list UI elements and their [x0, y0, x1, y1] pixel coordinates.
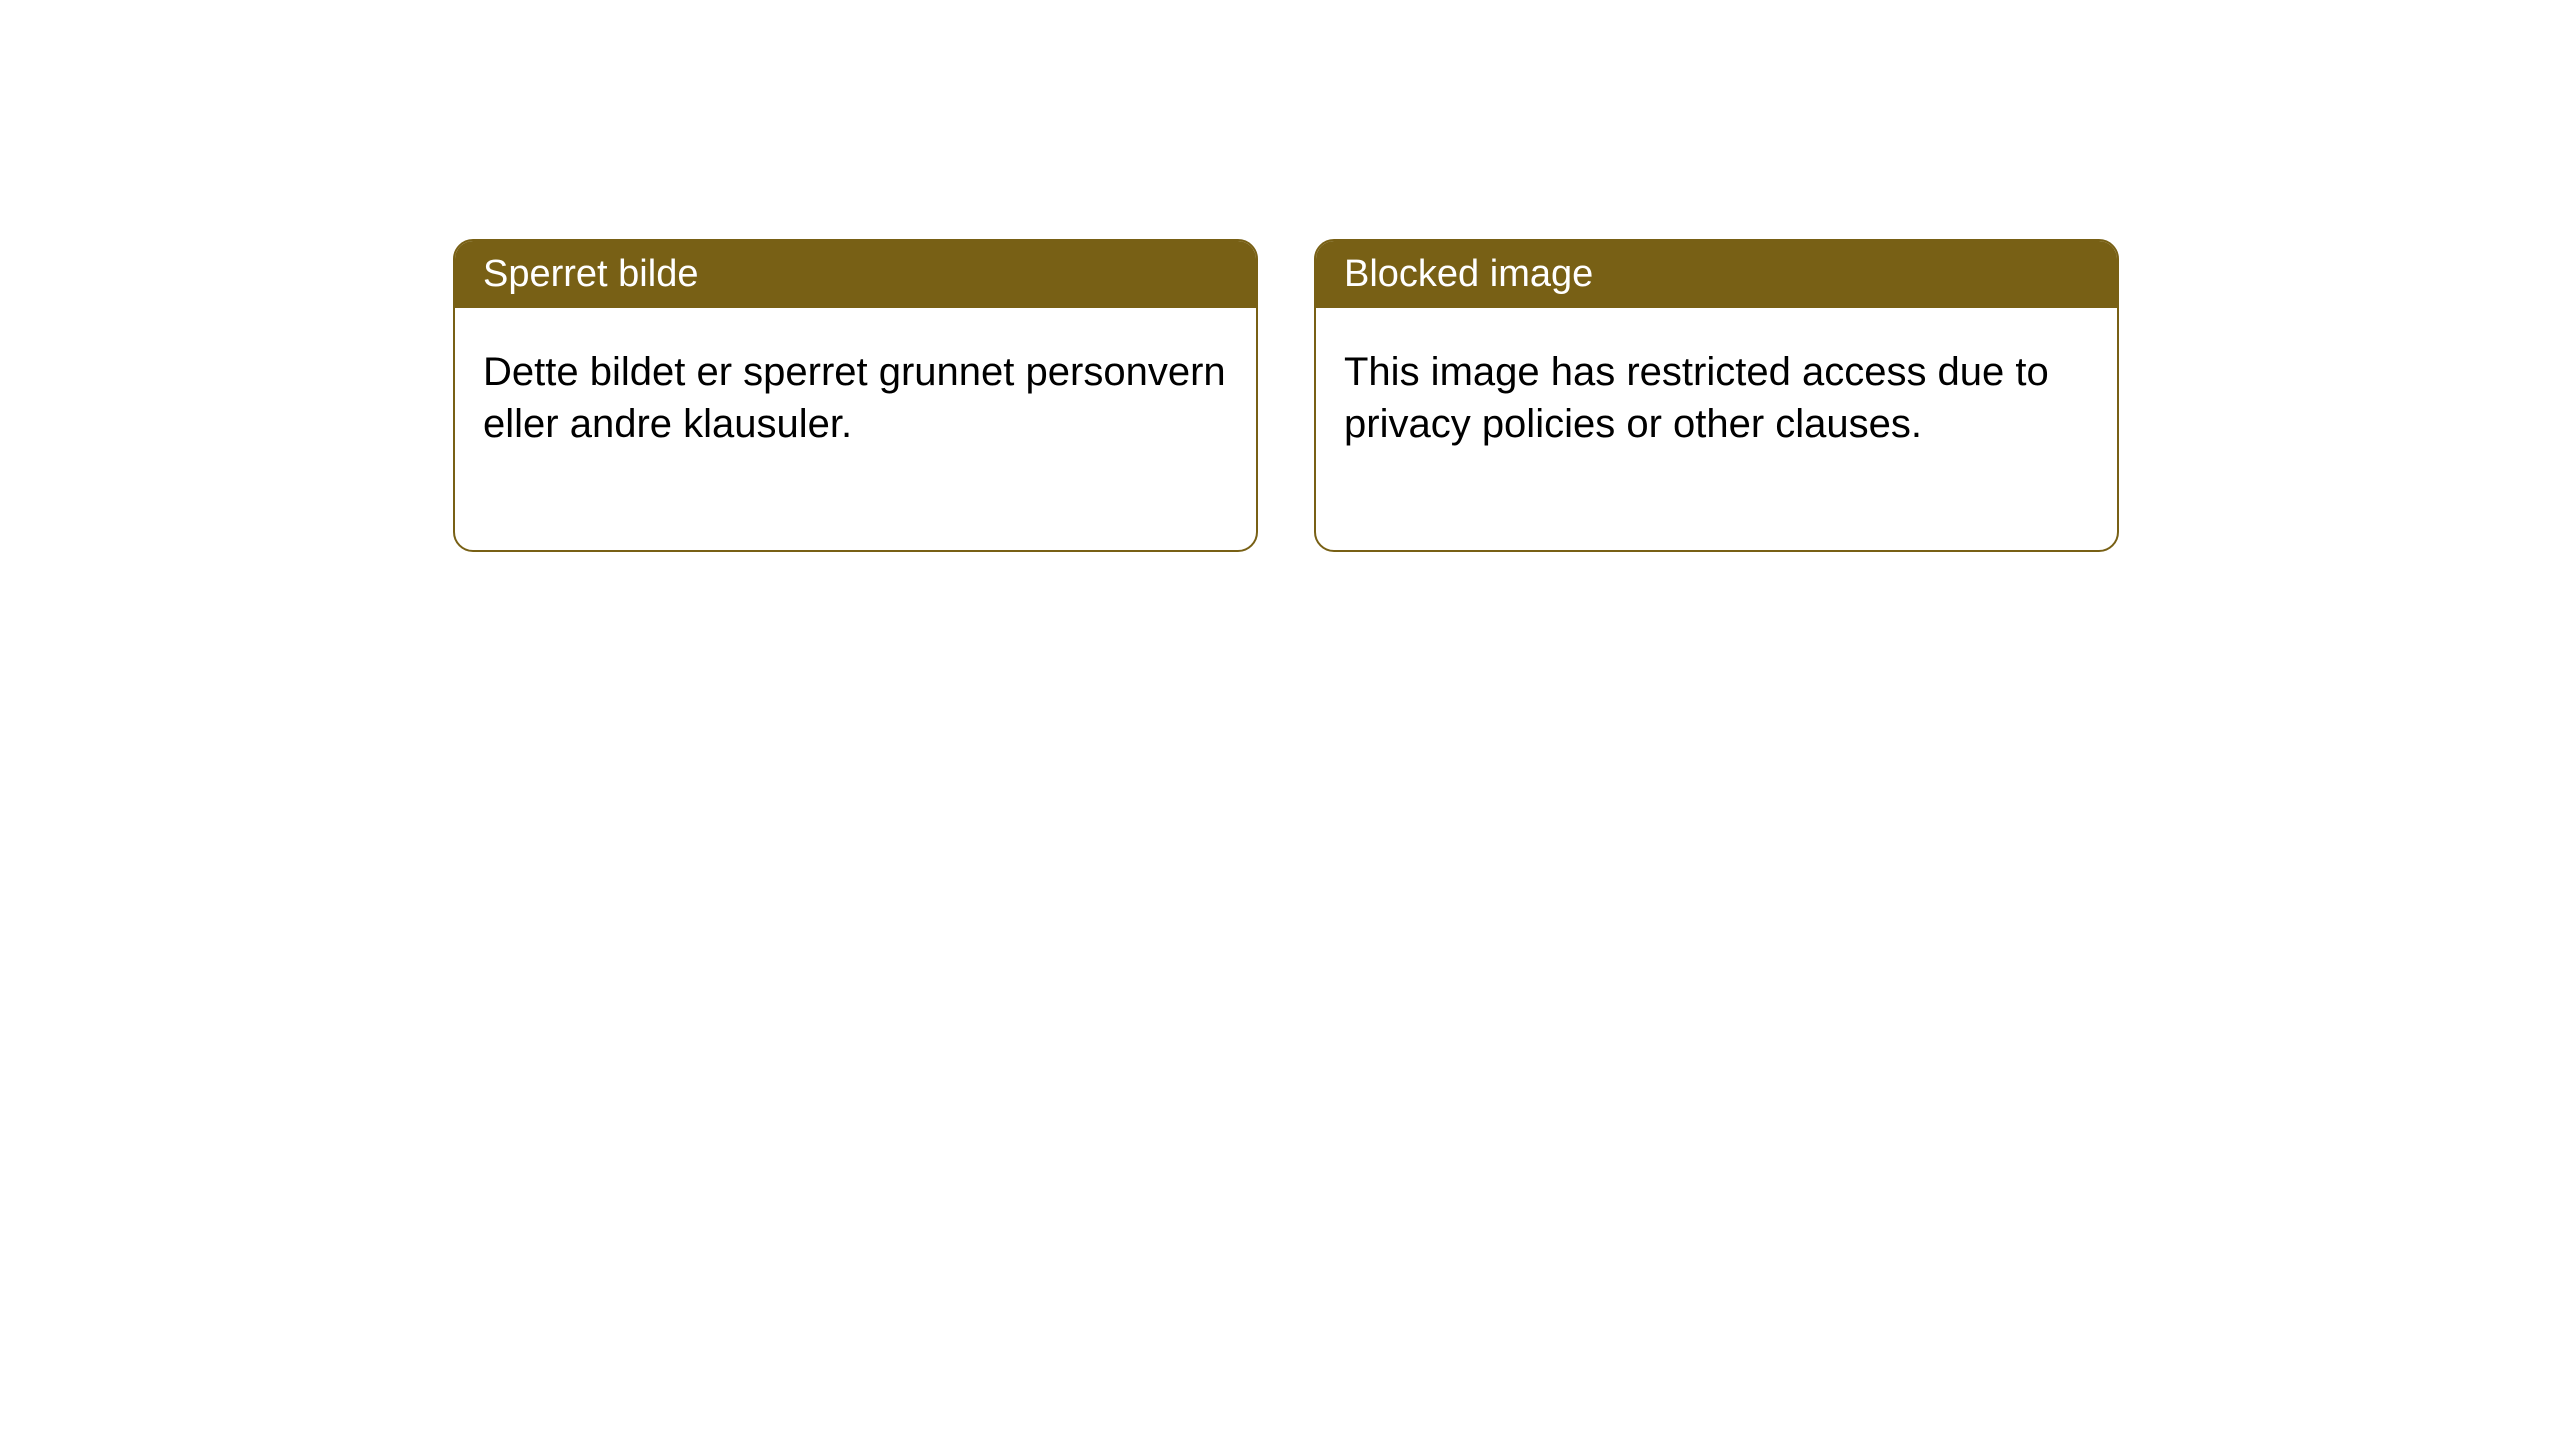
card-body-text: This image has restricted access due to …: [1344, 350, 2049, 446]
card-body-text: Dette bildet er sperret grunnet personve…: [483, 350, 1226, 446]
card-header: Blocked image: [1316, 241, 2117, 308]
notice-card-norwegian: Sperret bilde Dette bildet er sperret gr…: [453, 239, 1258, 552]
card-header-text: Sperret bilde: [483, 253, 698, 295]
card-body: This image has restricted access due to …: [1316, 308, 2117, 550]
card-body: Dette bildet er sperret grunnet personve…: [455, 308, 1256, 550]
card-header-text: Blocked image: [1344, 253, 1593, 295]
notice-card-english: Blocked image This image has restricted …: [1314, 239, 2119, 552]
card-header: Sperret bilde: [455, 241, 1256, 308]
notice-cards-container: Sperret bilde Dette bildet er sperret gr…: [453, 239, 2119, 552]
